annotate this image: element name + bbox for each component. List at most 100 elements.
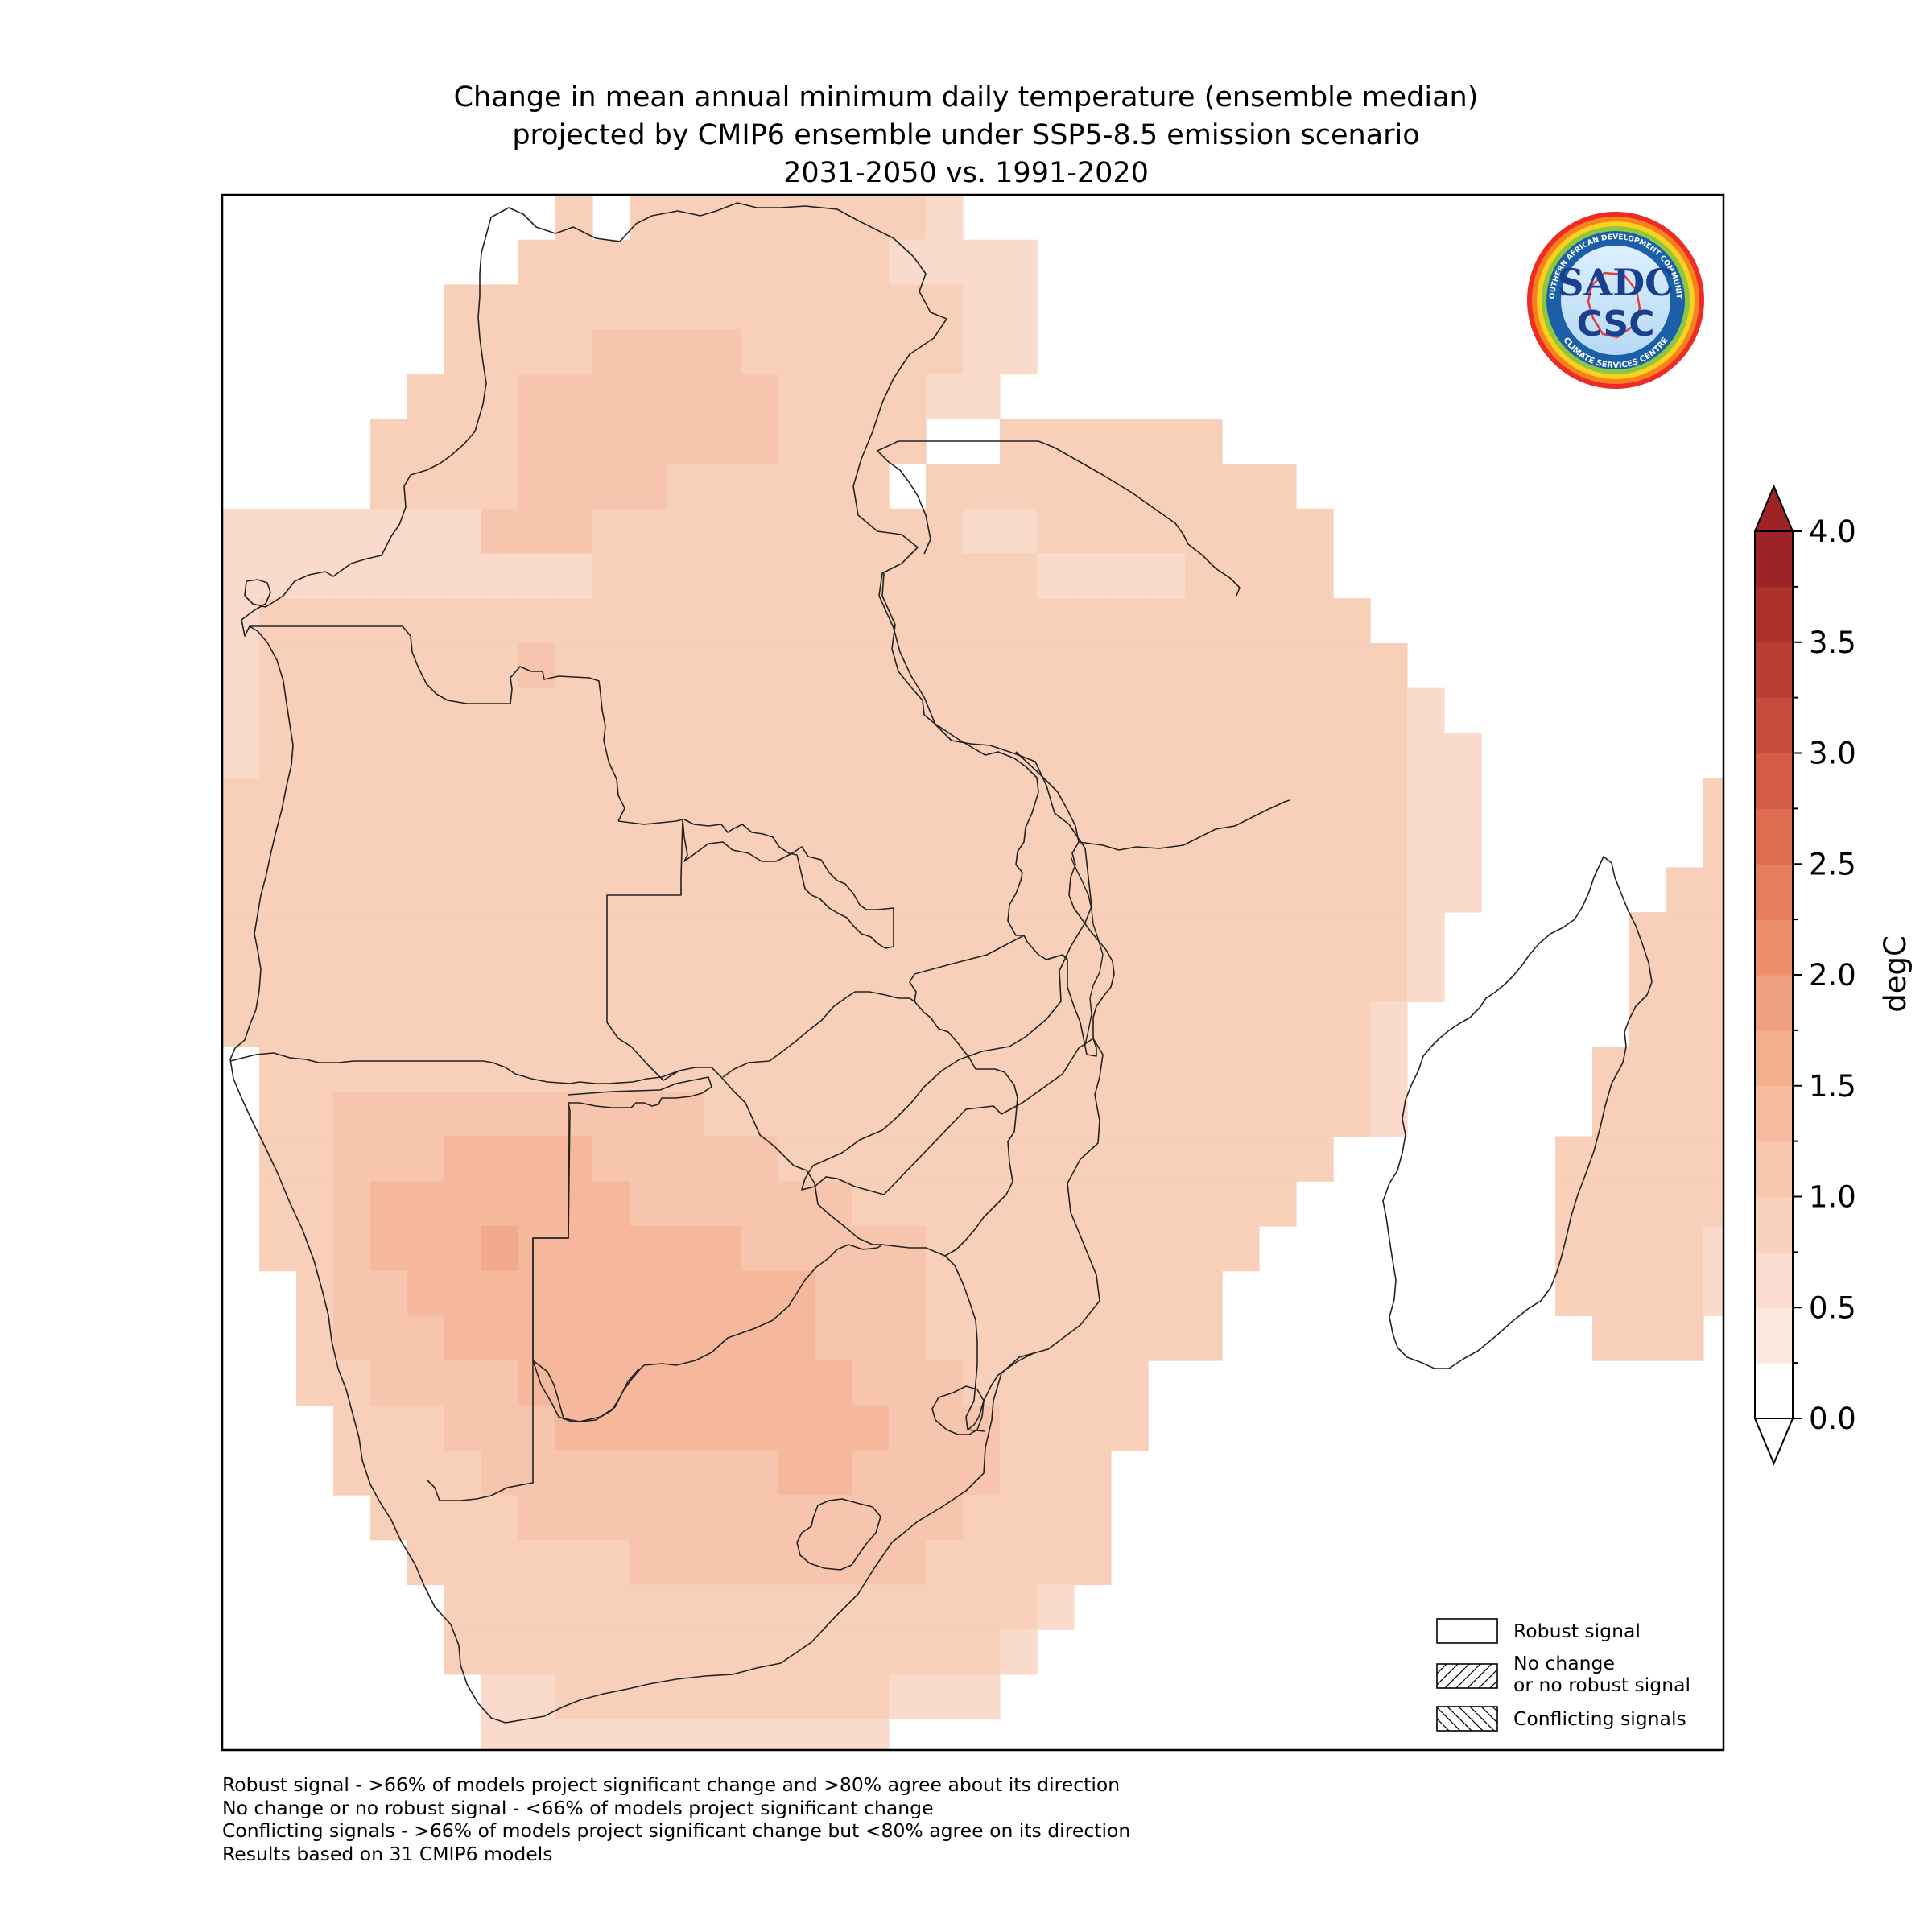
grid-cell [407,1405,445,1451]
grid-cell [889,912,927,958]
grid-cell [778,508,815,555]
grid-cell [667,1225,704,1272]
border-zambia-zim [722,991,915,1078]
grid-cell [704,239,741,285]
grid-cell [1296,687,1334,733]
grid-cell [444,867,482,913]
grid-cell [630,777,667,824]
grid-cell [592,239,630,285]
grid-cell [1074,1405,1112,1451]
grid-cell [1407,956,1445,1003]
grid-cell [407,419,445,464]
grid-cell [259,1181,297,1227]
grid-cell [1259,956,1297,1003]
grid-cell [555,598,593,644]
grid-cell [667,464,704,510]
grid-cell [963,1225,1001,1272]
grid-cell [741,1405,778,1451]
grid-cell [1185,1270,1223,1316]
colorbar-segment [1755,1030,1793,1087]
grid-cell [333,777,371,824]
grid-cell [778,956,815,1003]
grid-cell [815,1719,852,1750]
grid-cell [370,464,408,510]
grid-cell [444,598,482,644]
grid-cell [370,1450,408,1496]
grid-cell [518,1584,556,1630]
grid-cell [1333,687,1371,733]
grid-cell [963,1181,1001,1227]
grid-cell [444,553,482,599]
grid-cell [815,553,852,599]
grid-cell [926,1629,964,1675]
grid-cell [481,284,519,330]
border-malawi [1046,841,1115,1057]
grid-cell [1629,1136,1667,1182]
colorbar-segment [1755,697,1793,753]
colorbar-tick-label: 0.5 [1809,1290,1856,1325]
grid-cell [1000,687,1038,733]
grid-cell [963,1495,1001,1541]
grid-cell [481,1091,519,1137]
legend-nochange-swatch [1436,1663,1498,1689]
grid-cell [815,374,852,420]
grid-cell [222,508,260,555]
grid-cell [444,912,482,958]
grid-cell [518,1405,556,1451]
map-frame [221,193,1725,1752]
grid-cell [926,1495,964,1541]
grid-cell [1148,912,1186,958]
grid-cell [592,1046,630,1092]
grid-cell [741,1225,778,1272]
grid-cell [1222,1225,1260,1272]
grid-cell [370,642,408,689]
grid-cell [407,822,445,868]
grid-cell [815,329,852,375]
grid-cell [1074,822,1112,868]
grid-cell [630,642,667,689]
grid-cell [1296,777,1334,824]
grid-cell [1148,508,1186,555]
grid-cell [555,1270,593,1316]
grid-cell [481,1315,519,1361]
border-tz-north [877,440,1241,597]
grid-cell [592,508,630,555]
grid-cell [1370,956,1408,1003]
grid-cell [1222,1091,1260,1137]
grid-cell [555,867,593,913]
grid-cell [1000,867,1038,913]
grid-cell [1185,1136,1223,1182]
grid-cell [1666,1270,1704,1316]
grid-cell [741,912,778,958]
grid-cell [926,733,964,778]
grid-cell [1333,642,1371,689]
grid-cell [370,912,408,958]
grid-cell [667,912,704,958]
grid-cell [889,1495,927,1541]
grid-cell [704,912,741,958]
colorbar-segment [1755,1363,1793,1419]
grid-cell [1074,642,1112,689]
grid-cell [630,284,667,330]
grid-cell [852,642,890,689]
grid-cell [259,733,297,778]
grid-cell [592,1181,630,1227]
grid-cell [555,1360,593,1406]
grid-cell [667,1001,704,1047]
grid-cell [296,1360,334,1406]
grid-cell [667,508,704,555]
grid-cell [333,822,371,868]
grid-cell [296,733,334,778]
grid-cell [778,687,815,733]
grid-cell [1037,1495,1075,1541]
grid-cell [1185,508,1223,555]
grid-cell [704,553,741,599]
colorbar-segment [1755,642,1793,699]
footnote-conflicting: Conflicting signals - >66% of models pro… [222,1819,1131,1842]
grid-cell [481,1629,519,1675]
grid-cell [481,1270,519,1316]
grid-cell [259,777,297,824]
lake-victoria-east [877,450,931,555]
grid-cell [370,822,408,868]
grid-cell [333,1136,371,1182]
